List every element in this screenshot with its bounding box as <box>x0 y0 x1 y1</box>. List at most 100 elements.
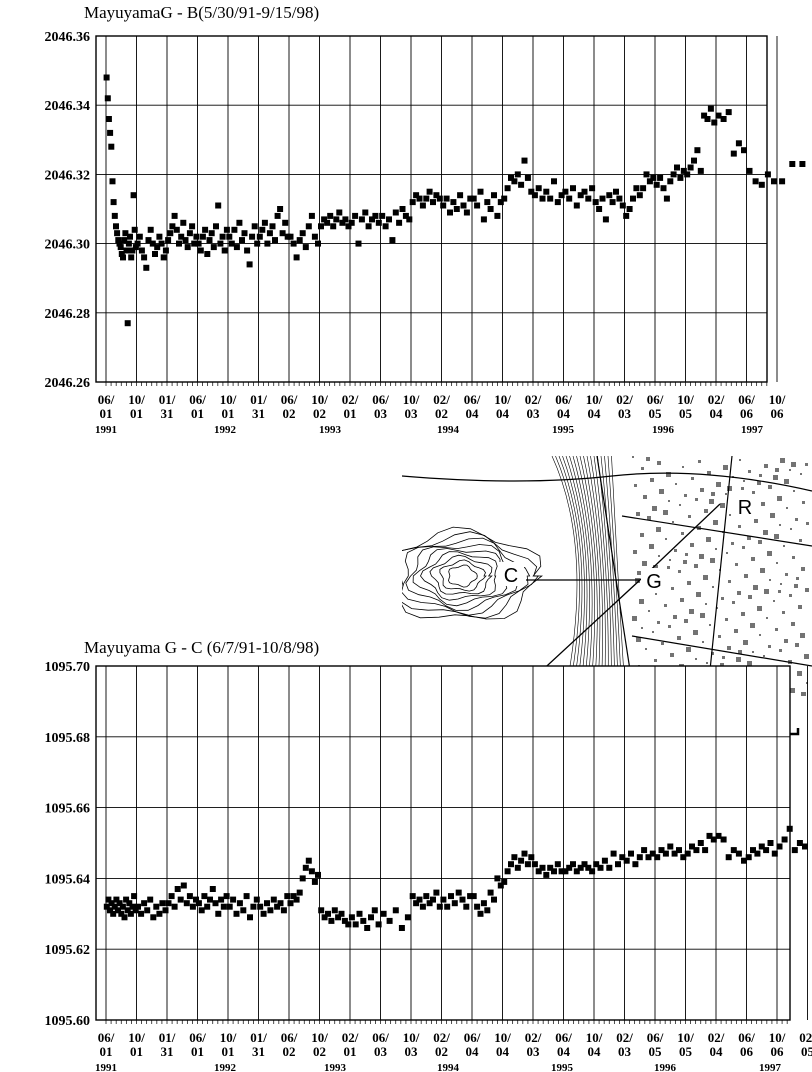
town-block <box>680 598 684 602</box>
x-tick-label: 05 <box>649 406 663 421</box>
year-label: 1995 <box>551 1062 574 1072</box>
data-point <box>110 910 117 917</box>
town-block <box>684 619 688 623</box>
data-point <box>680 854 687 861</box>
data-point <box>305 857 312 864</box>
data-point <box>789 161 796 167</box>
data-point <box>325 910 331 917</box>
data-point <box>270 896 277 903</box>
data-point <box>413 192 420 199</box>
town-block <box>778 590 781 593</box>
town-block <box>661 642 664 645</box>
town-block <box>804 654 809 659</box>
town-block <box>667 566 670 569</box>
town-block <box>674 549 677 552</box>
data-point <box>186 230 193 237</box>
data-point <box>508 861 514 868</box>
data-point <box>670 171 677 178</box>
data-point <box>480 216 487 223</box>
data-point <box>104 95 111 102</box>
data-point <box>375 219 382 226</box>
y-tick-label: 2046.36 <box>45 30 91 45</box>
data-point <box>105 116 112 122</box>
x-tick-label: 06/ <box>464 392 481 407</box>
data-point <box>725 109 732 116</box>
town-block <box>718 635 721 638</box>
data-point <box>606 192 613 199</box>
data-point <box>218 896 225 903</box>
data-point <box>577 864 584 871</box>
y-tick-label: 1095.68 <box>45 731 91 746</box>
data-point <box>504 868 511 875</box>
data-point <box>208 230 215 237</box>
data-point <box>720 836 727 843</box>
town-block <box>657 621 660 624</box>
data-point <box>368 914 374 921</box>
data-point <box>380 910 387 917</box>
town-block <box>779 524 781 526</box>
town-block <box>758 540 762 544</box>
data-point <box>436 903 443 910</box>
town-block <box>695 498 698 501</box>
data-point <box>551 868 557 875</box>
data-point <box>210 244 217 251</box>
town-block <box>723 465 728 470</box>
data-point <box>470 195 477 202</box>
data-point <box>345 921 352 928</box>
data-point <box>352 212 359 219</box>
data-point <box>113 223 119 230</box>
data-point <box>264 900 270 907</box>
town-block <box>678 570 681 573</box>
x-tick-label: 01 <box>100 406 113 421</box>
town-block <box>795 643 799 647</box>
data-point <box>124 320 131 327</box>
data-point <box>233 244 240 251</box>
data-point <box>597 864 604 871</box>
data-point <box>518 181 525 188</box>
data-point <box>402 212 409 219</box>
x-tick-label: 01/ <box>159 1030 176 1045</box>
town-block <box>712 586 714 588</box>
data-point <box>108 900 115 907</box>
town-block <box>669 559 671 561</box>
data-point <box>528 854 535 861</box>
town-block <box>720 663 724 667</box>
data-point <box>296 889 303 896</box>
data-point <box>543 188 550 195</box>
x-tick-label: 01 <box>100 1044 113 1059</box>
data-point <box>615 861 621 868</box>
data-point <box>199 233 206 240</box>
x-tick-label: 10/ <box>769 1030 786 1045</box>
data-point <box>111 903 118 910</box>
x-tick-label: 10/ <box>311 392 328 407</box>
town-block <box>732 601 735 604</box>
data-point <box>372 212 379 219</box>
town-block <box>742 546 745 549</box>
data-point <box>511 178 518 185</box>
data-point <box>207 896 213 903</box>
data-point <box>558 192 565 199</box>
data-point <box>671 850 678 857</box>
data-point <box>123 247 130 254</box>
town-block <box>713 520 718 525</box>
data-point <box>741 147 747 154</box>
town-block <box>764 589 769 594</box>
town-block <box>685 553 688 556</box>
town-block <box>654 659 657 662</box>
town-block <box>640 533 644 537</box>
data-point <box>547 195 554 202</box>
data-point <box>113 896 120 903</box>
data-point <box>103 903 110 910</box>
data-point <box>601 857 608 864</box>
town-block <box>764 464 768 468</box>
data-point <box>645 854 652 861</box>
data-point <box>663 195 670 202</box>
town-block <box>759 634 761 636</box>
town-block <box>728 580 731 583</box>
data-point <box>201 893 208 900</box>
data-point <box>494 875 501 882</box>
data-point <box>118 910 125 917</box>
data-point <box>169 223 176 230</box>
town-block <box>652 631 654 633</box>
town-block <box>716 607 718 609</box>
